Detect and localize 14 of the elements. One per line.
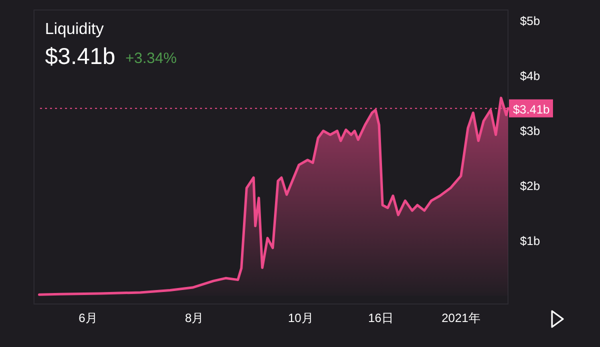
text: Liquidity xyxy=(45,21,104,38)
x-tick-label: 8月 xyxy=(184,311,204,325)
y-tick-label: $1b xyxy=(520,234,540,248)
ref-line-label: $3.41b xyxy=(513,102,550,116)
annotation: +3.34% xyxy=(125,50,177,67)
y-tick-label: $3b xyxy=(520,124,540,138)
y-tick-label: $5b xyxy=(520,14,540,28)
x-tick-label: 2021年 xyxy=(442,311,480,325)
y-tick-label: $4b xyxy=(520,68,540,83)
x-tick-label: 10月 xyxy=(288,311,314,325)
x-tick-label: 6月 xyxy=(78,311,98,325)
y-tick-label: $2b xyxy=(520,178,540,193)
x-tick-label: 16日 xyxy=(368,311,394,325)
text: $3.41b xyxy=(45,43,116,69)
